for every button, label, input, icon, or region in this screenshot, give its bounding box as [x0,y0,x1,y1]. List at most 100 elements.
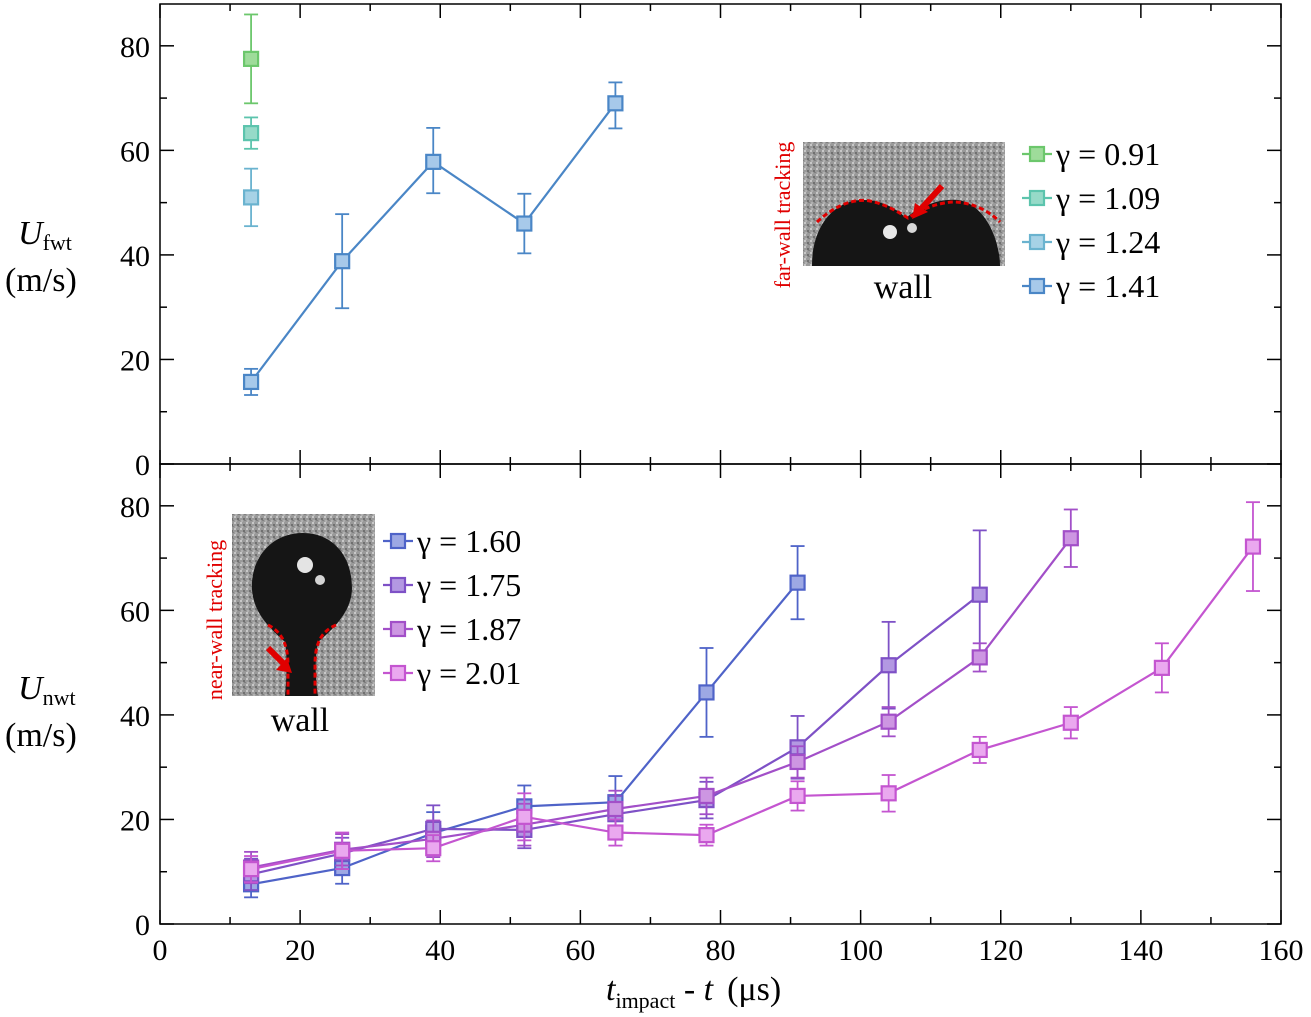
xlabel-t: t [704,971,715,1008]
top-ytick-label: 20 [120,344,150,377]
data-point [971,649,988,666]
data-point [334,253,351,270]
data-point [789,787,806,805]
data-point [880,713,897,730]
top-ylabel-sub: fwt [43,230,72,255]
far-wall-inset: wall far-wall tracking [770,142,1005,306]
legend-entry: γ = 0.91 [1022,136,1160,172]
near-wall-tracking-left [267,623,290,696]
bottom-ytick-label: 60 [120,595,150,628]
bottom-xtick-label: 40 [425,934,455,967]
far-wall-spot-2 [907,223,917,233]
far-wall-side-label: far-wall tracking [770,142,795,289]
bottom-panel: 0 20 40 60 80 0 20 40 60 80 100 120 140 160 Unwt (m/… [5,463,1304,1013]
bottom-xtick-label: 120 [978,934,1023,967]
top-series [242,13,624,396]
legend-entry: γ = 1.24 [1022,224,1160,260]
bottom-x-ticks: 0 20 40 60 80 100 120 140 160 [153,464,1304,967]
data-point [1153,659,1170,676]
legend-label: γ = 1.75 [416,567,521,603]
series-line [250,537,1072,869]
legend-entry: γ = 1.60 [383,523,521,559]
bottom-xtick-label: 100 [838,934,883,967]
far-wall-droplet [812,199,1000,266]
legend-label: γ = 1.09 [1055,180,1160,216]
legend-marker [1028,233,1046,251]
bottom-ytick-label: 80 [120,491,150,524]
series-top-0 [242,13,260,105]
near-wall-arrow-head [276,658,292,673]
legend-entry: γ = 1.87 [383,611,521,647]
data-point [1062,530,1079,547]
data-point [516,808,533,825]
legend-label: γ = 1.24 [1055,224,1160,260]
bottom-legend: γ = 1.60 γ = 1.75 γ = 1.87 γ = 2.01 [383,523,521,691]
xlabel-unit: (μs) [727,971,781,1008]
data-point [516,215,533,232]
near-wall-arrow-shaft [265,645,288,668]
bottom-xtick-label: 0 [153,934,168,967]
series-line [250,545,1254,871]
data-point [789,574,806,591]
bottom-xtick-label: 20 [285,934,315,967]
legend-marker [389,664,407,682]
legend-marker [389,620,407,638]
bottom-ylabel-unit: (m/s) [5,717,77,754]
bottom-ylabel-sub: nwt [43,685,76,710]
data-point [334,842,351,859]
near-wall-spot [297,557,313,573]
data-point [607,824,624,841]
legend-marker [1028,189,1046,207]
bottom-ytick-label: 40 [120,700,150,733]
data-point [880,657,897,674]
bottom-ytick-label: 0 [135,909,150,942]
top-ytick-label: 40 [120,240,150,273]
legend-label: γ = 0.91 [1055,136,1160,172]
bottom-xlabel: timpact - t (μs) [606,971,781,1013]
far-wall-spot [883,225,897,239]
data-point [880,785,897,802]
legend-entry: γ = 2.01 [383,655,521,691]
data-point [971,741,988,759]
xlabel-sub: impact [615,988,675,1013]
data-point [425,153,442,170]
xlabel-t-main: t [606,971,617,1008]
legend-marker [1028,145,1046,163]
legend-entry: γ = 1.75 [383,567,521,603]
series-top-1 [242,116,260,150]
data-point [242,189,260,206]
xlabel-minus: - [675,971,703,1008]
top-ylabel: Ufwt [18,215,72,255]
bottom-xtick-label: 60 [565,934,595,967]
far-wall-arrow-shaft [916,183,945,214]
data-point [789,753,806,771]
near-wall-tracking-right [313,623,337,696]
legend-label: γ = 1.87 [416,611,521,647]
legend-label: γ = 1.60 [416,523,521,559]
data-point [607,95,624,112]
legend-entry: γ = 1.09 [1022,180,1160,216]
data-point [242,861,260,878]
top-legend: γ = 0.91 γ = 1.09 γ = 1.24 γ = 1.41 [1022,136,1160,304]
top-ytick-label: 60 [120,135,150,168]
top-ytick-label: 80 [120,31,150,64]
bottom-ytick-label: 20 [120,804,150,837]
bottom-xtick-label: 140 [1118,934,1163,967]
data-point [698,827,715,844]
legend-entry: γ = 1.41 [1022,268,1160,304]
data-point [242,373,260,391]
near-wall-spot-2 [315,575,325,585]
near-wall-caption: wall [271,702,330,739]
series-top-2 [242,167,260,228]
top-ytick-label: 0 [135,449,150,482]
near-wall-side-label: near-wall tracking [202,540,227,700]
legend-marker [1028,277,1046,295]
bottom-ylabel: Unwt [18,670,76,710]
data-point [971,586,988,603]
series-top-3 [242,81,624,396]
far-wall-tracking-curve [815,198,1002,224]
data-point [698,787,715,805]
legend-marker [389,576,407,594]
legend-marker [389,532,407,550]
data-point [607,800,624,818]
